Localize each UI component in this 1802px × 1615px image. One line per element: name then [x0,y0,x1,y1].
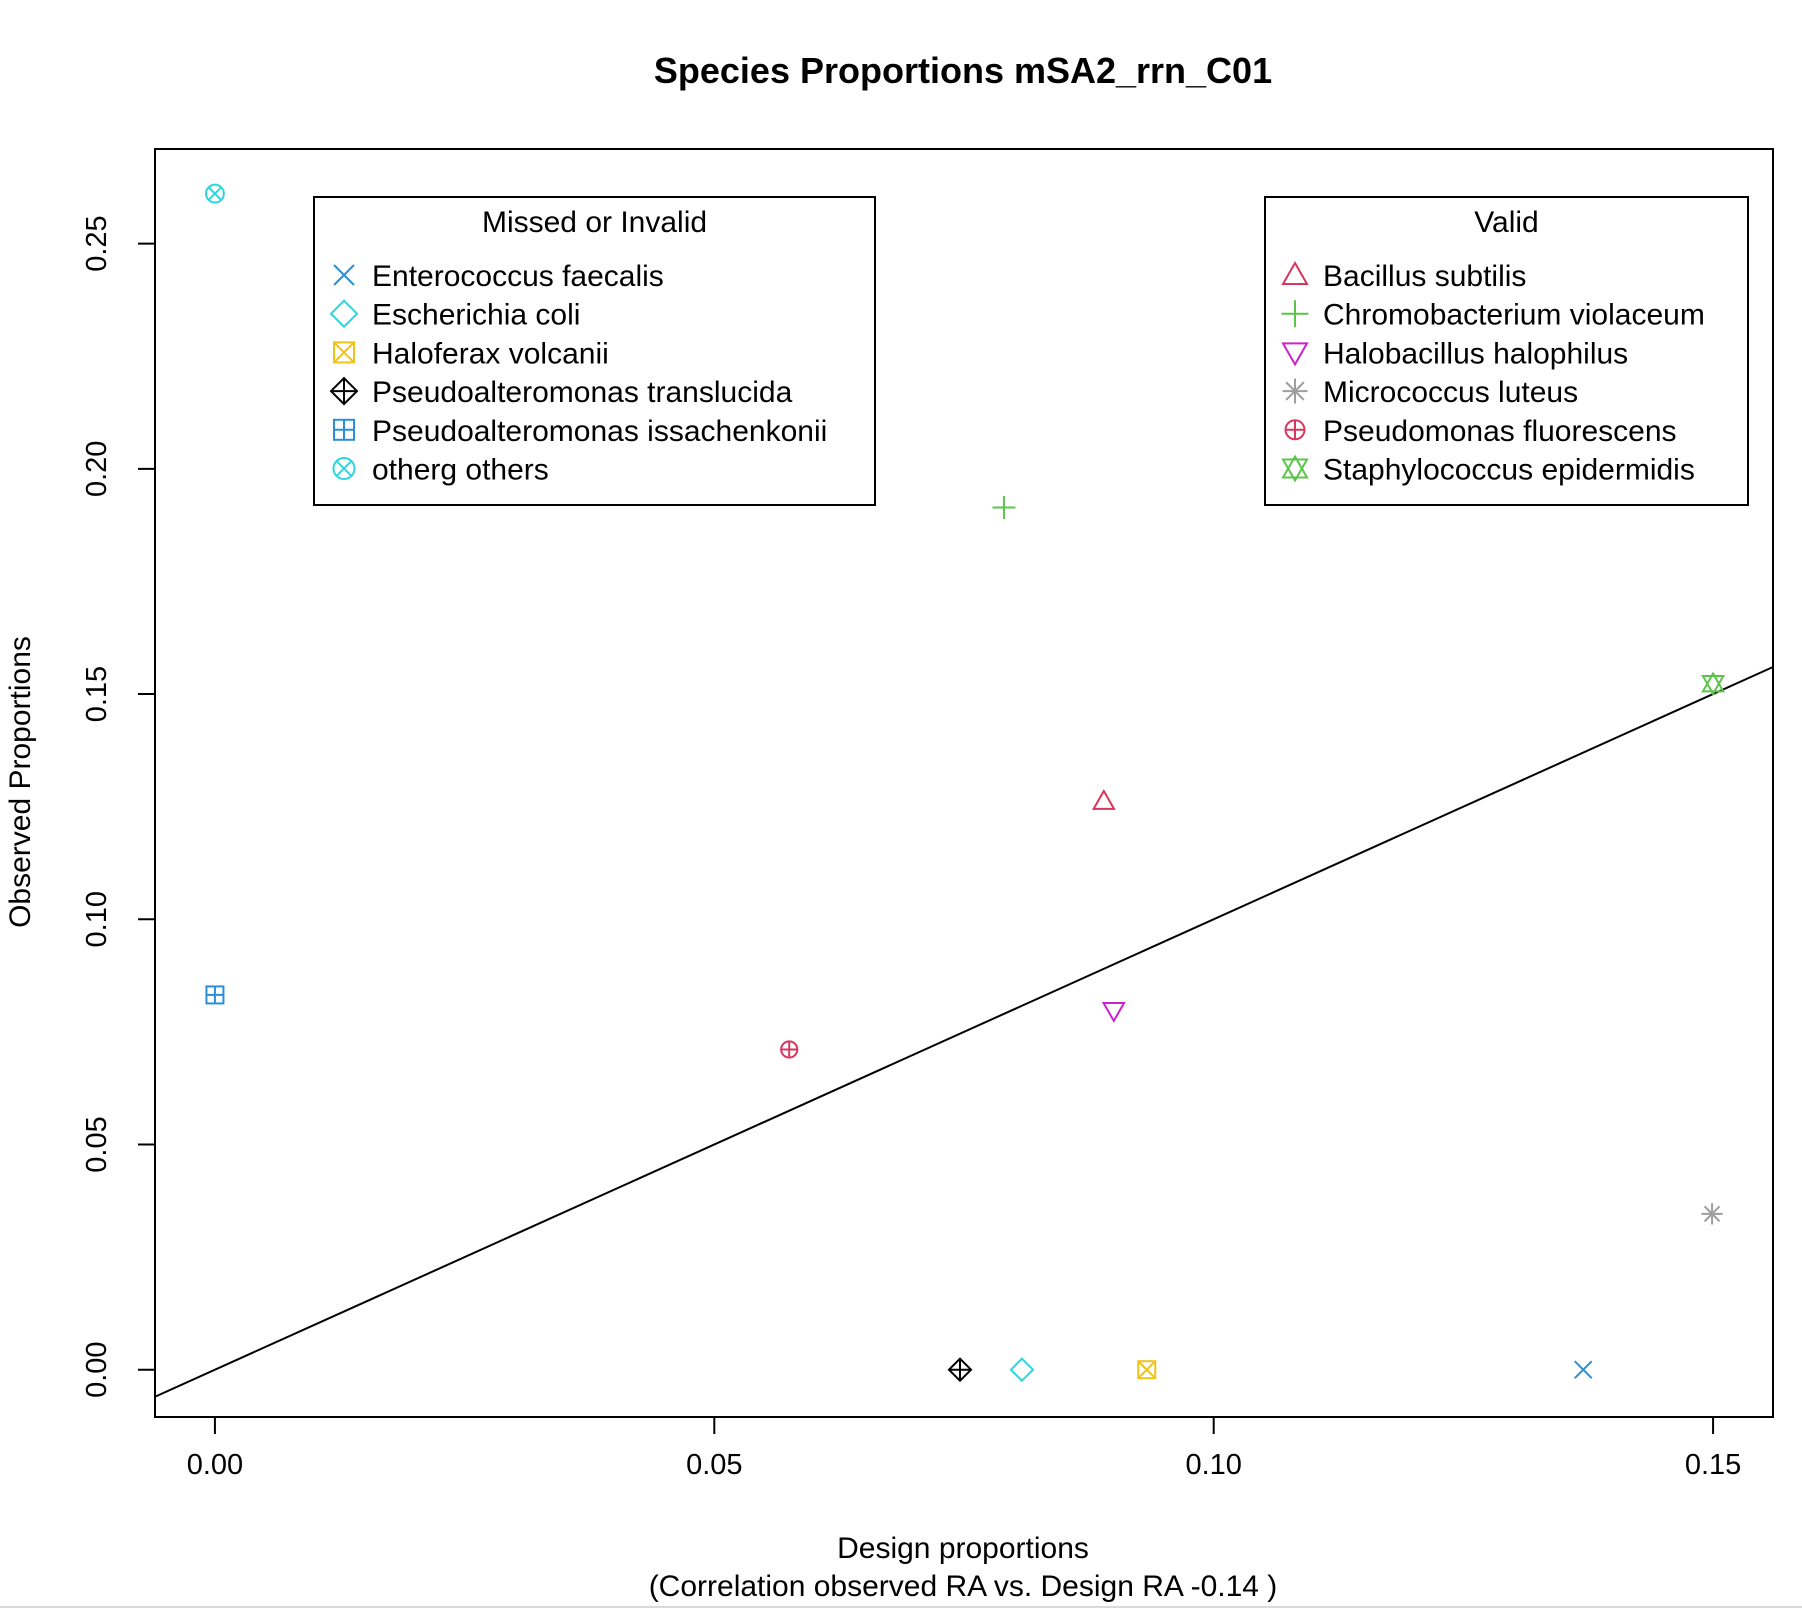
legend-symbol [332,457,356,480]
legend-symbol [1281,260,1309,285]
legend-missed-or-invalid: Missed or Invalid Enterococcus faecalis Es… [313,196,876,506]
legend-symbol [1284,419,1306,441]
data-point [780,1040,799,1059]
legend-entry-label: Halobacillus halophilus [1323,337,1628,370]
legend-entry-label: Micrococcus luteus [1323,376,1578,409]
bottom-divider [0,1606,1802,1608]
legend-symbol [333,341,355,364]
legend-entry-label: Haloferax volcanii [372,337,609,370]
data-point [1137,1360,1157,1380]
data-point [1091,789,1116,810]
data-point [947,1357,973,1383]
y-tick-label: 0.05 [81,1116,113,1172]
data-point [1701,671,1725,696]
legend-valid: Valid Bacillus subtilis Chromobacterium vi… [1264,196,1749,506]
legend-entry-label: Escherichia coli [372,299,580,332]
data-point [992,496,1016,520]
legend-symbol [333,264,355,286]
legend-entry-label: Pseudomonas fluorescens [1323,415,1677,448]
legend-entry-label: Chromobacterium violaceum [1323,299,1705,332]
y-tick-label: 0.15 [81,666,113,722]
reference-line [154,666,1774,1398]
legend-box [1264,196,1749,506]
y-axis: 0.00 0.05 0.10 0.15 0.20 0.25 [81,215,156,1398]
x-axis: 0.00 0.05 0.10 0.15 [187,1416,1741,1481]
y-tick-label: 0.00 [81,1341,113,1397]
legend-entry-label: Pseudoalteromonas issachenkonii [372,415,827,448]
legend-symbol [1281,342,1309,367]
x-tick-label: 0.00 [187,1449,243,1481]
x-axis-label: Design proportions [837,1532,1089,1565]
data-point [205,183,225,204]
legend-box [313,196,876,506]
legend-symbol [329,299,359,329]
y-axis-label: Observed Proportions [4,636,37,928]
legend-symbol [1281,300,1309,328]
legend-symbol [329,376,359,406]
data-point [1009,1357,1035,1383]
chart-title: Species Proportions mSA2_rrn_C01 [654,50,1272,91]
y-tick-label: 0.10 [81,891,113,947]
data-points [205,183,1725,1383]
data-point [205,985,225,1005]
legend-title: Missed or Invalid [482,206,707,239]
x-tick-label: 0.05 [686,1449,742,1481]
y-tick-label: 0.25 [81,215,113,271]
legend-symbol [1281,454,1309,483]
axes: 0.00 0.05 0.10 0.15 0.00 0.05 0.10 0.15 0.20 0.25 [81,148,1774,1481]
legend-entry-label: Enterococcus faecalis [372,260,664,293]
y-tick-label: 0.20 [81,441,113,497]
x-tick-label: 0.15 [1685,1449,1741,1481]
reference-line-group [154,666,1774,1398]
data-point [1574,1360,1593,1379]
legend-entry-label: Staphylococcus epidermidis [1323,454,1695,487]
legend-symbol [1282,378,1308,404]
data-point [1101,1002,1126,1023]
legend-title: Valid [1474,206,1538,239]
legend-symbol [333,418,355,441]
legend-entry-label: Pseudoalteromonas translucida [372,376,793,409]
x-tick-label: 0.10 [1185,1449,1241,1481]
legend-entry-label: otherg others [372,454,549,487]
x-axis-subtitle: (Correlation observed RA vs. Design RA -… [649,1570,1278,1603]
legend-entry-label: Bacillus subtilis [1323,260,1526,293]
data-point [1701,1203,1723,1225]
legends: Missed or Invalid Enterococcus faecalis Es… [313,196,1749,506]
